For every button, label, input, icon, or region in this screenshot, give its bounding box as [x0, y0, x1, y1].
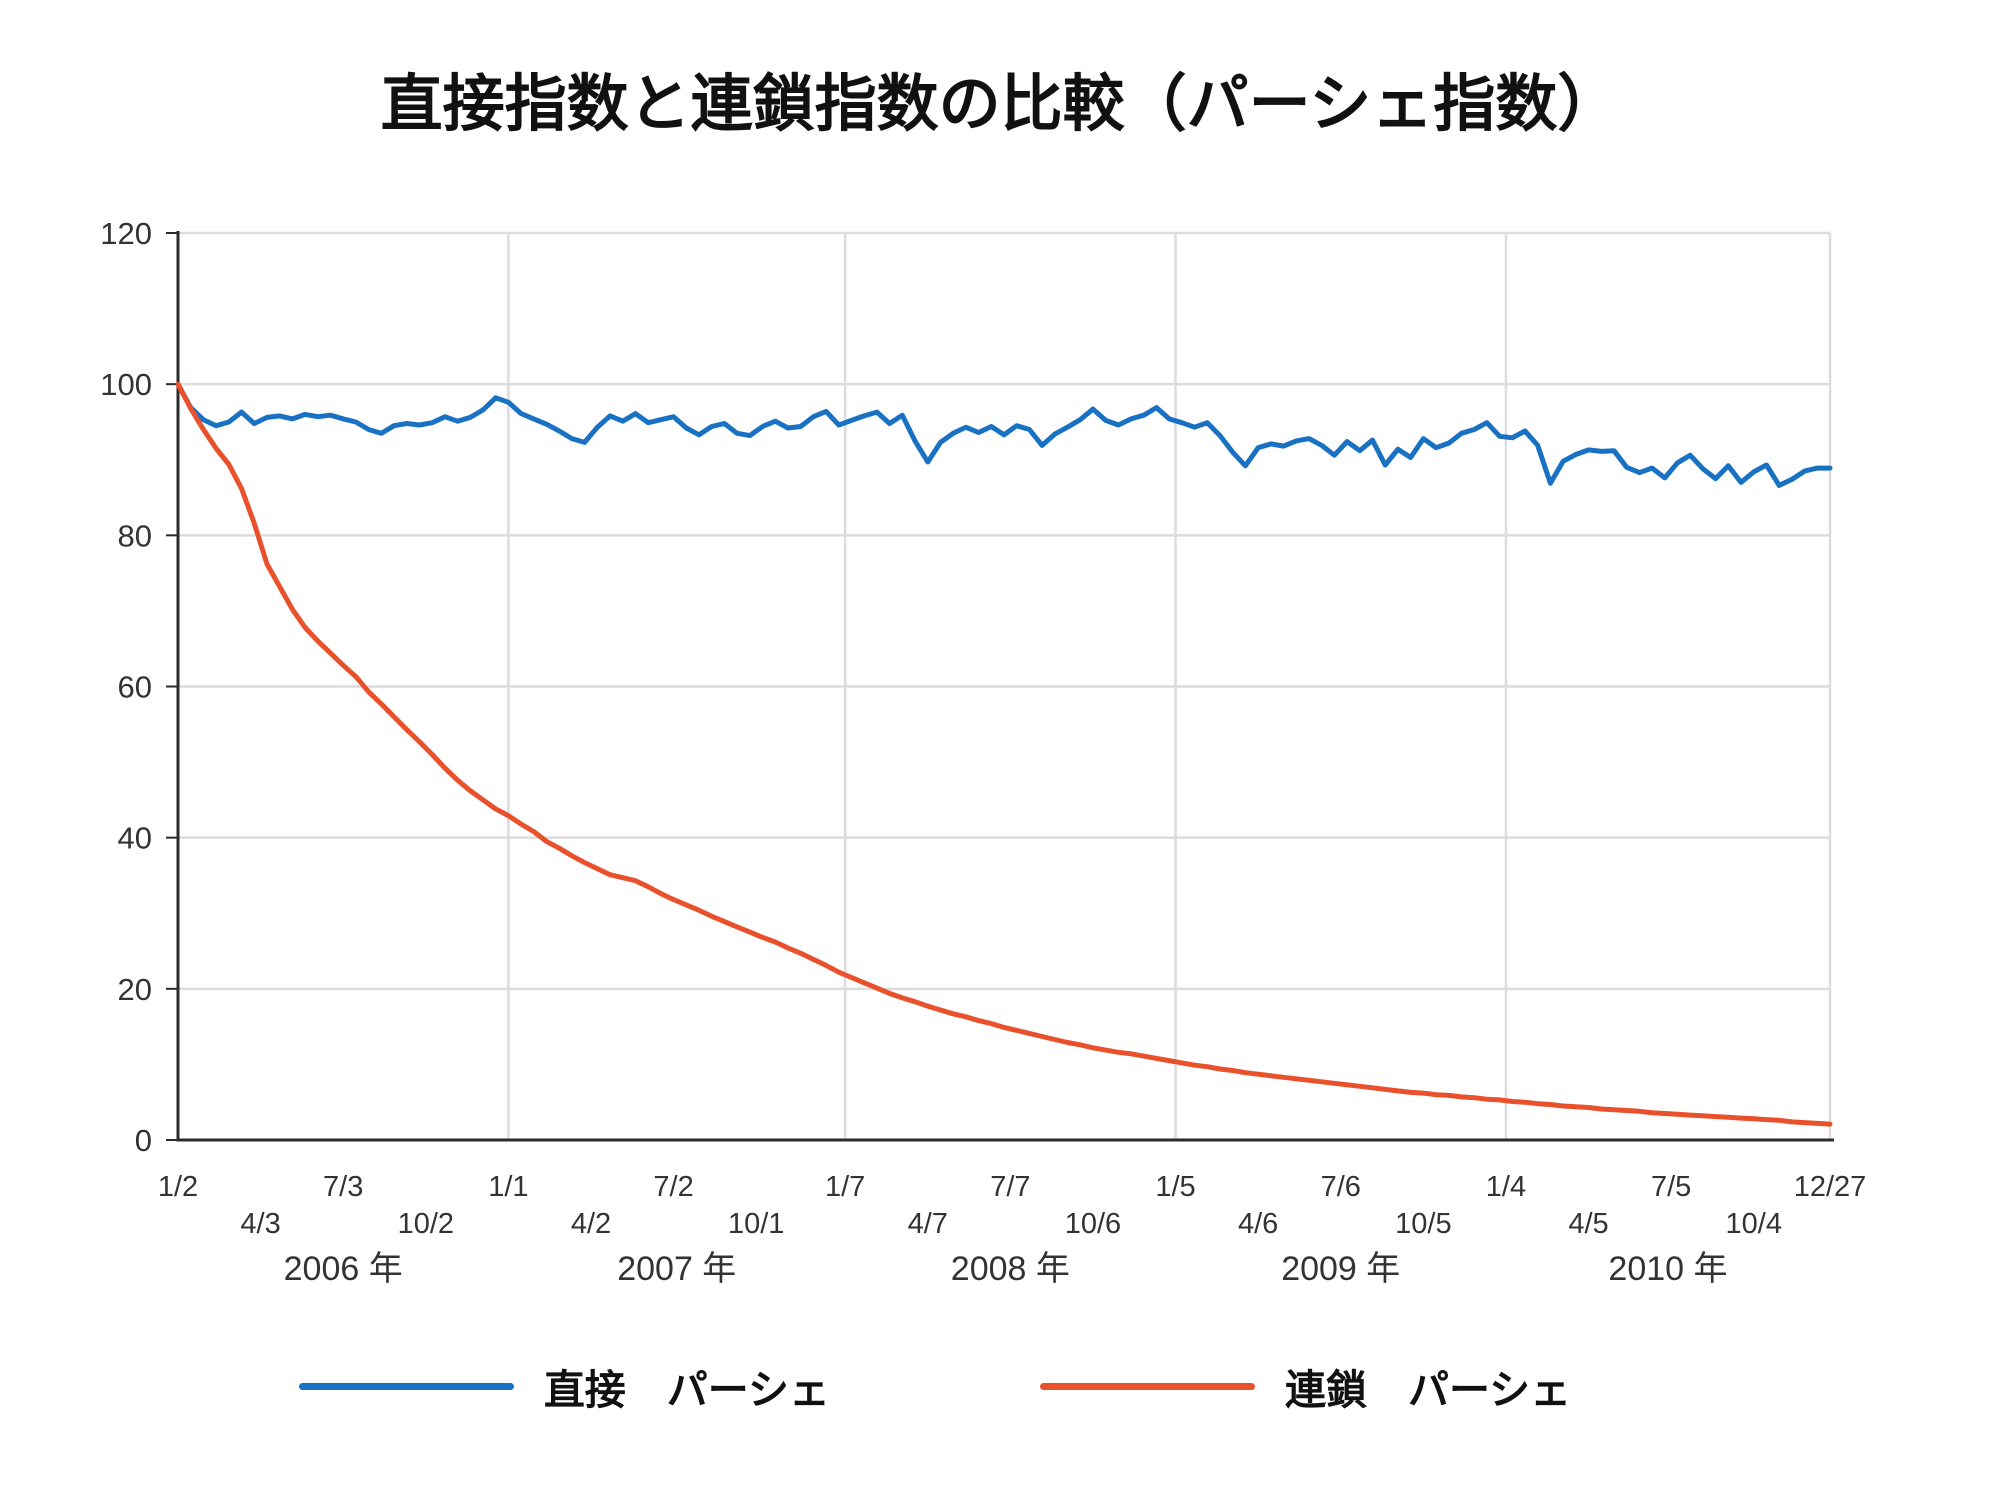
x-tick-label: 7/7 [990, 1171, 1030, 1203]
x-tick-label: 7/6 [1321, 1171, 1361, 1203]
y-tick-label: 20 [118, 972, 152, 1007]
chart-title: 直接指数と連鎖指数の比較（パーシェ指数） [380, 70, 1620, 139]
x-tick-label: 10/5 [1395, 1208, 1451, 1240]
legend-line-direct-swatch [298, 1382, 514, 1390]
x-tick-label: 4/6 [1238, 1208, 1278, 1240]
y-tick-label: 40 [118, 821, 152, 856]
legend-item-chain: 連鎖 パーシェ [1040, 1356, 1571, 1416]
x-tick-label: 1/4 [1486, 1171, 1526, 1203]
x-tick-label: 4/5 [1568, 1208, 1608, 1240]
y-tick-label: 60 [118, 670, 152, 705]
chart-plot: 0 20 40 60 80 100 120 1/2 4/3 7/3 10/2 1/1 4/2 7/2 10/… [100, 216, 1867, 1288]
y-tick-label: 80 [118, 518, 152, 553]
x-year-label: 2009 年 [1281, 1250, 1400, 1288]
y-tick-label: 120 [100, 216, 152, 251]
x-tick-label: 10/6 [1065, 1208, 1121, 1240]
x-tick-label: 1/2 [158, 1171, 198, 1203]
x-year-label: 2006 年 [284, 1250, 403, 1288]
x-year-label: 2008 年 [951, 1250, 1070, 1288]
x-tick-label: 7/5 [1651, 1171, 1691, 1203]
x-tick-label: 4/3 [240, 1208, 280, 1240]
y-tick-label: 0 [135, 1123, 152, 1158]
x-tick-label: 1/7 [825, 1171, 865, 1203]
x-tick-label: 4/7 [908, 1208, 948, 1240]
legend-label-direct: 直接 パーシェ [543, 1367, 830, 1413]
x-tick-label: 4/2 [571, 1208, 611, 1240]
legend-label-chain: 連鎖 パーシェ [1285, 1367, 1572, 1413]
y-tick-label: 100 [100, 367, 152, 402]
x-tick-label: 7/2 [653, 1171, 693, 1203]
series-line-direct-paasche [175, 381, 1833, 488]
x-tick-label: 1/1 [488, 1171, 528, 1203]
x-tick-label: 1/5 [1155, 1171, 1195, 1203]
legend-line-chain-swatch [1040, 1382, 1255, 1390]
x-tick-label: 12/27 [1794, 1171, 1867, 1203]
x-tick-label: 10/1 [728, 1208, 784, 1240]
x-tick-label: 10/2 [398, 1208, 454, 1240]
x-tick-label: 7/3 [323, 1171, 363, 1203]
x-tick-label: 10/4 [1726, 1208, 1782, 1240]
x-year-label: 2010 年 [1608, 1250, 1727, 1288]
series-line-chain-paasche [175, 381, 1833, 1127]
x-year-label: 2007 年 [617, 1250, 736, 1288]
legend: 直接 パーシェ 連鎖 パーシェ [0, 1356, 1935, 1416]
legend-item-direct: 直接 パーシェ [298, 1356, 830, 1416]
